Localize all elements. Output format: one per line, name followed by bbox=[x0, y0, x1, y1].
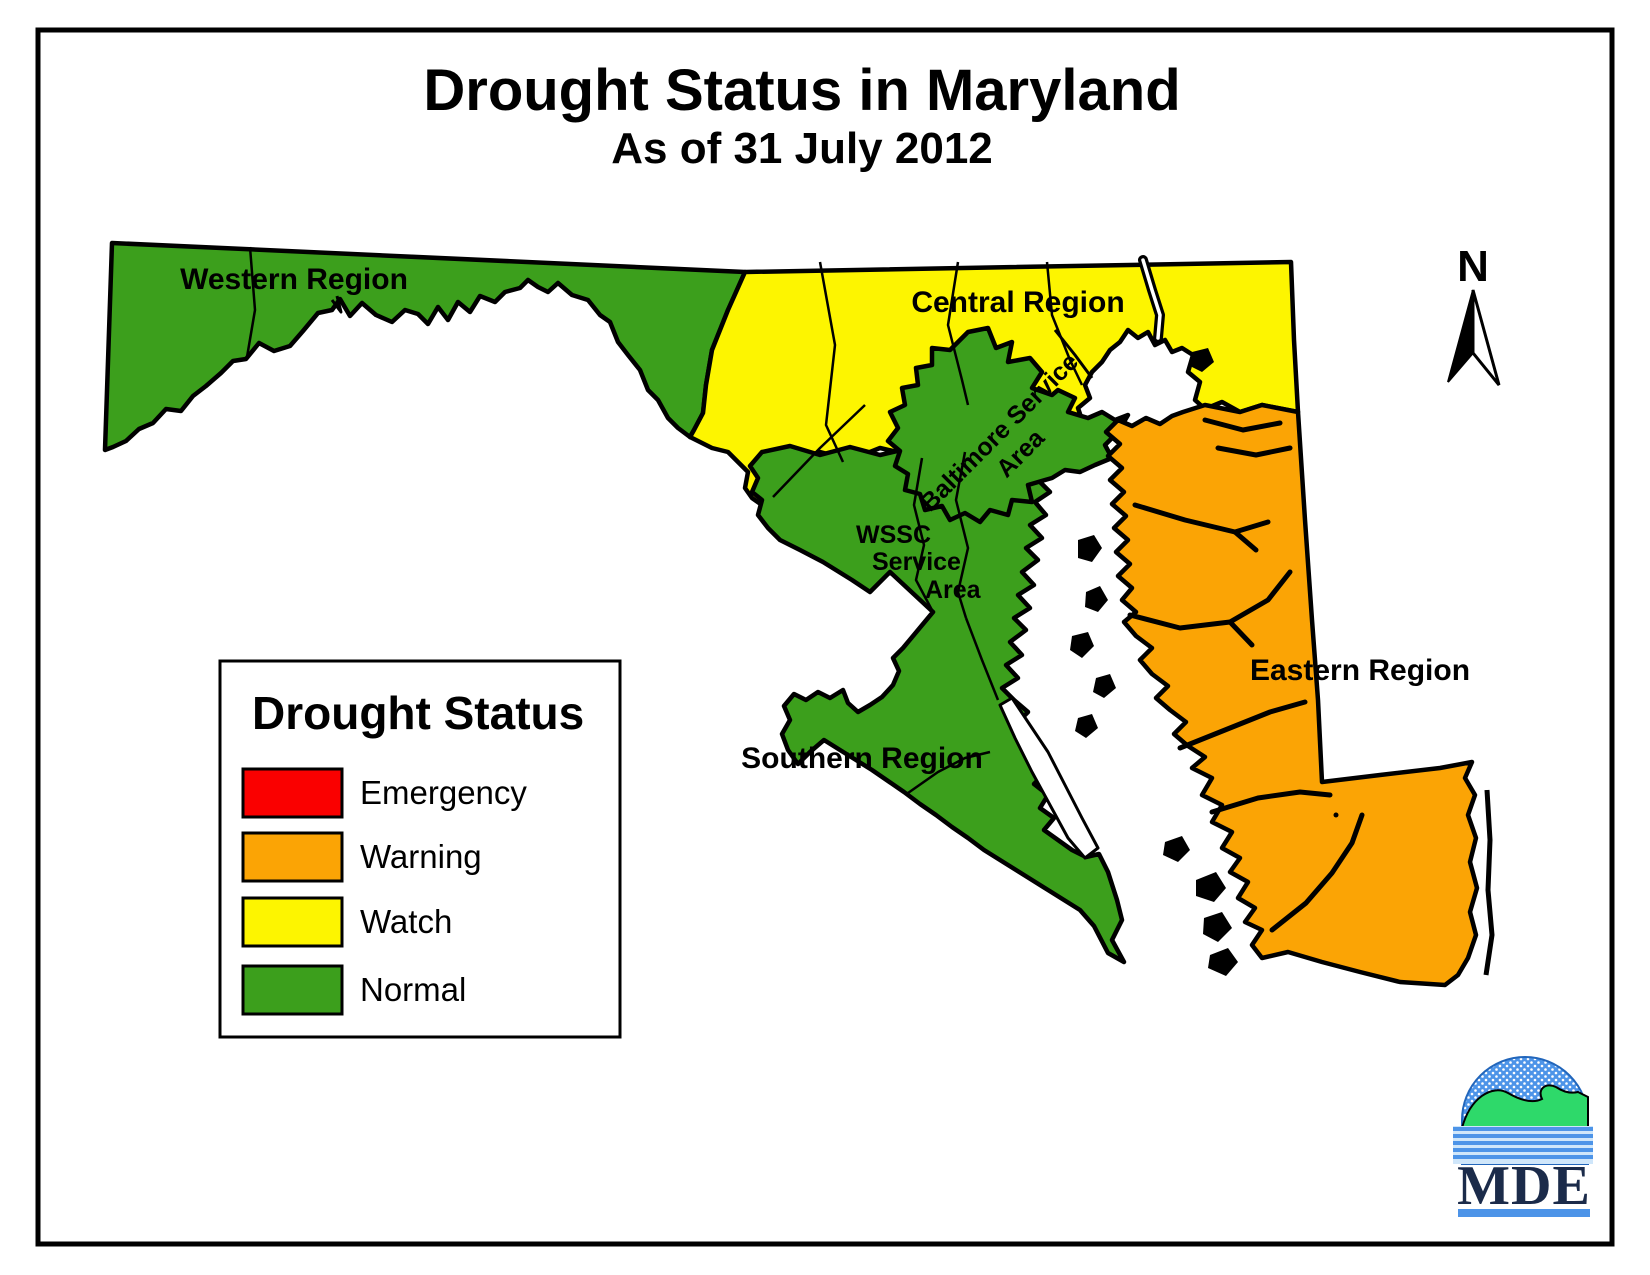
gunpowder-river bbox=[1053, 329, 1094, 379]
region-western-shape bbox=[102, 240, 748, 453]
eastern-shore-rivers bbox=[1127, 417, 1365, 933]
legend-label-normal: Normal bbox=[360, 971, 466, 1008]
mde-logo: MDE bbox=[1453, 1056, 1593, 1217]
logo-green-hills bbox=[1460, 1084, 1589, 1129]
hancock-pinch-mark bbox=[330, 295, 343, 314]
label-wssc-service-area: WSSC Service Area bbox=[856, 521, 982, 604]
label-southern-region: Southern Region bbox=[741, 742, 983, 775]
region-baltimore-service-shape bbox=[885, 325, 1131, 525]
maryland-map bbox=[102, 240, 1495, 988]
bay-islands bbox=[1070, 348, 1339, 976]
logo-water-stripes bbox=[1453, 1126, 1593, 1164]
legend-swatch-normal bbox=[241, 964, 344, 1016]
legend-swatch-emergency bbox=[241, 767, 344, 819]
susquehanna-river bbox=[1138, 255, 1165, 343]
legend: Drought Status Emergency Warning Watch N… bbox=[218, 659, 622, 1039]
legend-label-warning: Warning bbox=[360, 838, 482, 875]
logo-text: MDE bbox=[1457, 1155, 1591, 1217]
label-eastern-region: Eastern Region bbox=[1250, 654, 1470, 687]
page-subtitle: As of 31 July 2012 bbox=[611, 124, 993, 173]
region-southern-shape bbox=[747, 439, 1127, 965]
legend-swatch-watch bbox=[241, 896, 344, 948]
legend-swatch-warning bbox=[241, 831, 344, 883]
label-western-region: Western Region bbox=[180, 263, 408, 296]
svg-text:Service: Service bbox=[872, 548, 961, 576]
svg-text:Area: Area bbox=[925, 576, 982, 604]
north-arrow-right-half bbox=[1471, 289, 1501, 386]
legend-label-emergency: Emergency bbox=[360, 774, 527, 811]
legend-label-watch: Watch bbox=[360, 903, 452, 940]
barrier-island bbox=[1483, 789, 1495, 976]
label-central-region: Central Region bbox=[911, 286, 1124, 319]
patuxent-river bbox=[998, 696, 1100, 860]
legend-title: Drought Status bbox=[252, 687, 584, 739]
county-lines-southern bbox=[907, 451, 1000, 795]
logo-bottom-stripe bbox=[1458, 1209, 1590, 1217]
north-label: N bbox=[1457, 242, 1489, 291]
page-border bbox=[35, 27, 1615, 1247]
svg-text:WSSC: WSSC bbox=[856, 521, 931, 549]
north-arrow: N bbox=[1447, 242, 1501, 386]
region-eastern-shape bbox=[1103, 402, 1480, 988]
page-title: Drought Status in Maryland bbox=[423, 58, 1180, 123]
